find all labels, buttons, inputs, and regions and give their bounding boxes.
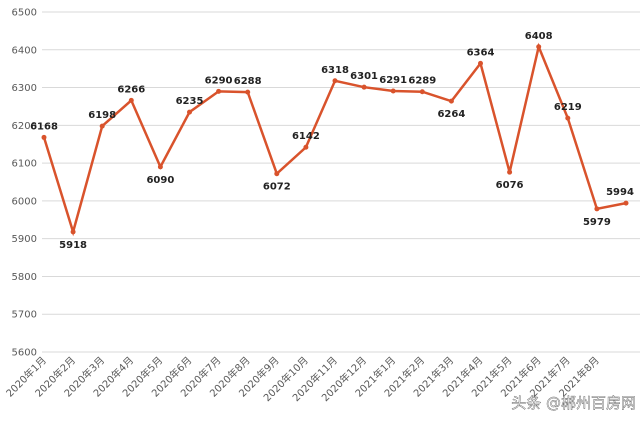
point: [99, 123, 105, 129]
value-label: 6235: [176, 96, 204, 107]
value-label: 6266: [117, 84, 145, 95]
point: [390, 88, 396, 94]
point: [41, 134, 47, 140]
y-tick-label: 6000: [12, 196, 37, 207]
y-tick-label: 5600: [12, 348, 37, 359]
value-label: 5918: [59, 240, 87, 251]
value-label: 6291: [379, 75, 407, 86]
value-label: 6290: [205, 75, 233, 86]
value-label: 6090: [146, 175, 174, 186]
point: [157, 164, 163, 170]
value-label: 6168: [30, 121, 58, 132]
point: [332, 78, 338, 84]
y-tick-label: 6400: [12, 45, 37, 56]
value-label: 6264: [437, 109, 465, 120]
point: [478, 60, 483, 66]
point: [187, 109, 192, 115]
y-tick-label: 5800: [12, 272, 37, 283]
value-label: 6301: [350, 71, 378, 82]
value-label: 6288: [234, 76, 262, 87]
point: [245, 89, 251, 95]
point: [216, 88, 222, 94]
value-label: 5994: [606, 187, 634, 198]
point: [70, 229, 76, 235]
y-tick-label: 5700: [12, 310, 37, 321]
value-label: 6219: [554, 102, 582, 113]
point: [507, 169, 513, 175]
watermark: 头条 @郴州百房网: [511, 394, 636, 412]
y-tick-label: 6500: [12, 8, 37, 19]
point: [565, 115, 571, 121]
y-tick-label: 6200: [12, 121, 37, 132]
value-label: 6142: [292, 131, 320, 142]
value-label: 6364: [467, 47, 495, 58]
point: [594, 206, 600, 212]
point: [303, 144, 309, 150]
y-tick-label: 6100: [12, 159, 37, 170]
point: [623, 200, 629, 206]
point: [274, 171, 280, 177]
y-tick-label: 6300: [12, 83, 37, 94]
value-label: 6072: [263, 182, 291, 193]
value-label: 6318: [321, 65, 349, 76]
value-label: 6408: [525, 31, 553, 42]
point: [361, 84, 367, 90]
value-label: 6198: [88, 110, 116, 121]
y-tick-label: 5900: [12, 234, 37, 245]
point: [448, 98, 454, 104]
point: [536, 44, 542, 50]
point: [128, 97, 134, 103]
value-label: 6289: [408, 76, 436, 87]
value-label: 6076: [496, 180, 524, 191]
point: [419, 89, 425, 95]
value-label: 5979: [583, 217, 611, 228]
